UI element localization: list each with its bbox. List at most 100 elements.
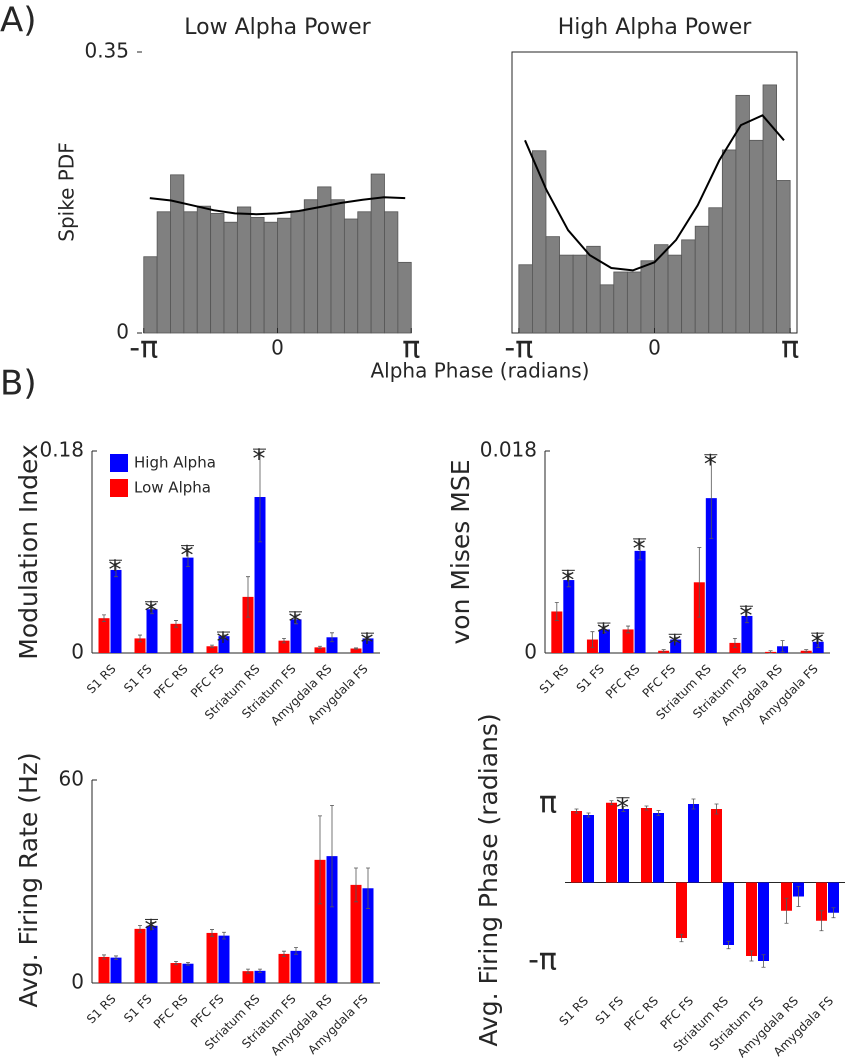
error-bar — [174, 960, 178, 966]
error-bar — [330, 632, 334, 643]
y-axis-label: Spike PDF — [55, 142, 79, 241]
error-bar — [621, 806, 626, 812]
x-tick-label: -π — [504, 331, 533, 366]
error-bar — [258, 451, 262, 543]
significance-marker: * — [289, 607, 302, 637]
y-tick-label: 60 — [59, 767, 84, 791]
error-bar — [796, 886, 801, 907]
error-bar — [150, 922, 154, 930]
error-bar — [761, 954, 766, 968]
hist-bar — [694, 225, 710, 334]
y-tick-label: 0.18 — [39, 438, 84, 462]
bar — [98, 956, 110, 983]
error-bar — [732, 638, 737, 648]
error-bar — [691, 798, 696, 810]
bar — [326, 856, 338, 983]
bar — [134, 638, 146, 653]
error-bar — [602, 625, 607, 634]
error-bar — [222, 931, 226, 940]
x-tick-label: S1 FS — [574, 662, 607, 695]
bar — [326, 637, 338, 653]
error-bar — [554, 602, 559, 621]
significance-marker: * — [811, 629, 824, 659]
bar — [670, 639, 682, 653]
bar — [182, 557, 194, 653]
bar — [146, 925, 158, 983]
error-bar — [294, 947, 298, 955]
significance-marker: * — [253, 445, 266, 475]
hist-bar — [343, 218, 359, 334]
error-bar — [222, 634, 226, 638]
significance-marker: * — [597, 619, 610, 649]
hist-bar — [613, 271, 628, 334]
error-bar — [210, 644, 214, 648]
x-tick-label: 0 — [648, 336, 661, 360]
bar — [254, 497, 266, 653]
hist-bar — [290, 210, 305, 334]
hist-bar — [196, 205, 212, 334]
hist-bar — [545, 236, 560, 334]
x-tick-label: π — [402, 331, 420, 366]
y-axis-label: von Mises MSE — [446, 459, 475, 644]
y-tick-label: 0 — [524, 640, 537, 664]
hist-bar — [762, 84, 777, 334]
error-bar — [330, 804, 334, 908]
error-bar — [780, 640, 785, 653]
significance-marker: * — [616, 793, 629, 823]
error-bar — [210, 929, 214, 937]
hist-bar — [532, 150, 547, 334]
error-bar — [644, 805, 649, 811]
x-tick-label: S1 RS — [84, 662, 119, 697]
bar — [711, 809, 722, 883]
legend-swatch — [110, 454, 128, 472]
legend-swatch — [110, 479, 128, 497]
error-bar — [831, 907, 836, 919]
bar — [242, 971, 254, 983]
hist-bar — [223, 221, 238, 334]
error-bar — [138, 925, 142, 933]
hist-bar — [250, 216, 265, 334]
bar — [653, 813, 664, 883]
hist-bar — [640, 260, 655, 334]
y-tick-label: 0 — [71, 970, 84, 994]
x-tick-label: S1 FS — [121, 992, 154, 1025]
bar — [98, 618, 110, 653]
x-tick-label: 0 — [271, 336, 284, 360]
hist-bar — [384, 211, 399, 334]
x-axis-label: Alpha Phase (radians) — [371, 359, 590, 383]
error-bar — [819, 910, 824, 932]
error-bar — [609, 800, 614, 806]
x-tick-label: S1 FS — [121, 662, 154, 695]
bar — [723, 882, 734, 945]
x-tick-label: S1 RS — [556, 994, 591, 1029]
bar — [206, 646, 218, 653]
error-bar — [174, 620, 178, 628]
error-bar — [282, 638, 286, 644]
bar — [362, 888, 374, 983]
bar — [634, 550, 646, 653]
chart-title: High Alpha Power — [558, 15, 753, 40]
significance-marker: * — [704, 450, 717, 480]
significance-marker: * — [561, 566, 574, 596]
bar — [110, 957, 122, 983]
x-tick-label: PFC RS — [603, 662, 643, 702]
bar — [583, 815, 594, 883]
hist-bar — [749, 139, 764, 334]
error-bar — [714, 803, 719, 815]
error-bar — [586, 812, 591, 818]
error-bar — [574, 808, 579, 814]
hist-bar — [559, 254, 574, 334]
bar — [571, 811, 582, 883]
hist-bar — [263, 221, 278, 334]
error-bar — [744, 608, 749, 624]
error-bar — [566, 572, 571, 588]
error-bar — [246, 968, 250, 974]
hist-bar — [654, 244, 669, 334]
hist-bar — [721, 149, 737, 334]
hist-bar — [183, 211, 198, 334]
chart-title: Low Alpha Power — [184, 15, 371, 40]
panel-label: B) — [0, 364, 37, 404]
hist-bar — [599, 284, 615, 334]
significance-marker: * — [739, 602, 752, 632]
bar — [746, 882, 757, 956]
